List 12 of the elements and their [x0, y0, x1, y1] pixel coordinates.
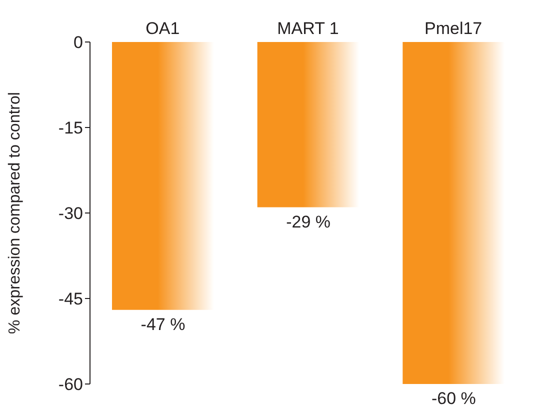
x-tick-label: Pmel17: [424, 19, 482, 38]
x-tick-label: OA1: [146, 19, 180, 38]
data-label: -60 %: [431, 389, 476, 407]
data-label: -47 %: [140, 314, 186, 334]
data-label: -29 %: [286, 212, 331, 232]
y-tick-label: -15: [58, 118, 83, 138]
y-tick-label: -60: [58, 375, 83, 394]
y-axis-title: % expression compared to control: [6, 92, 24, 334]
y-tick-label: -30: [58, 204, 83, 224]
y-tick-label: -45: [58, 290, 83, 309]
x-tick-label: MART 1: [277, 19, 339, 38]
y-tick-label: 0: [74, 33, 83, 52]
